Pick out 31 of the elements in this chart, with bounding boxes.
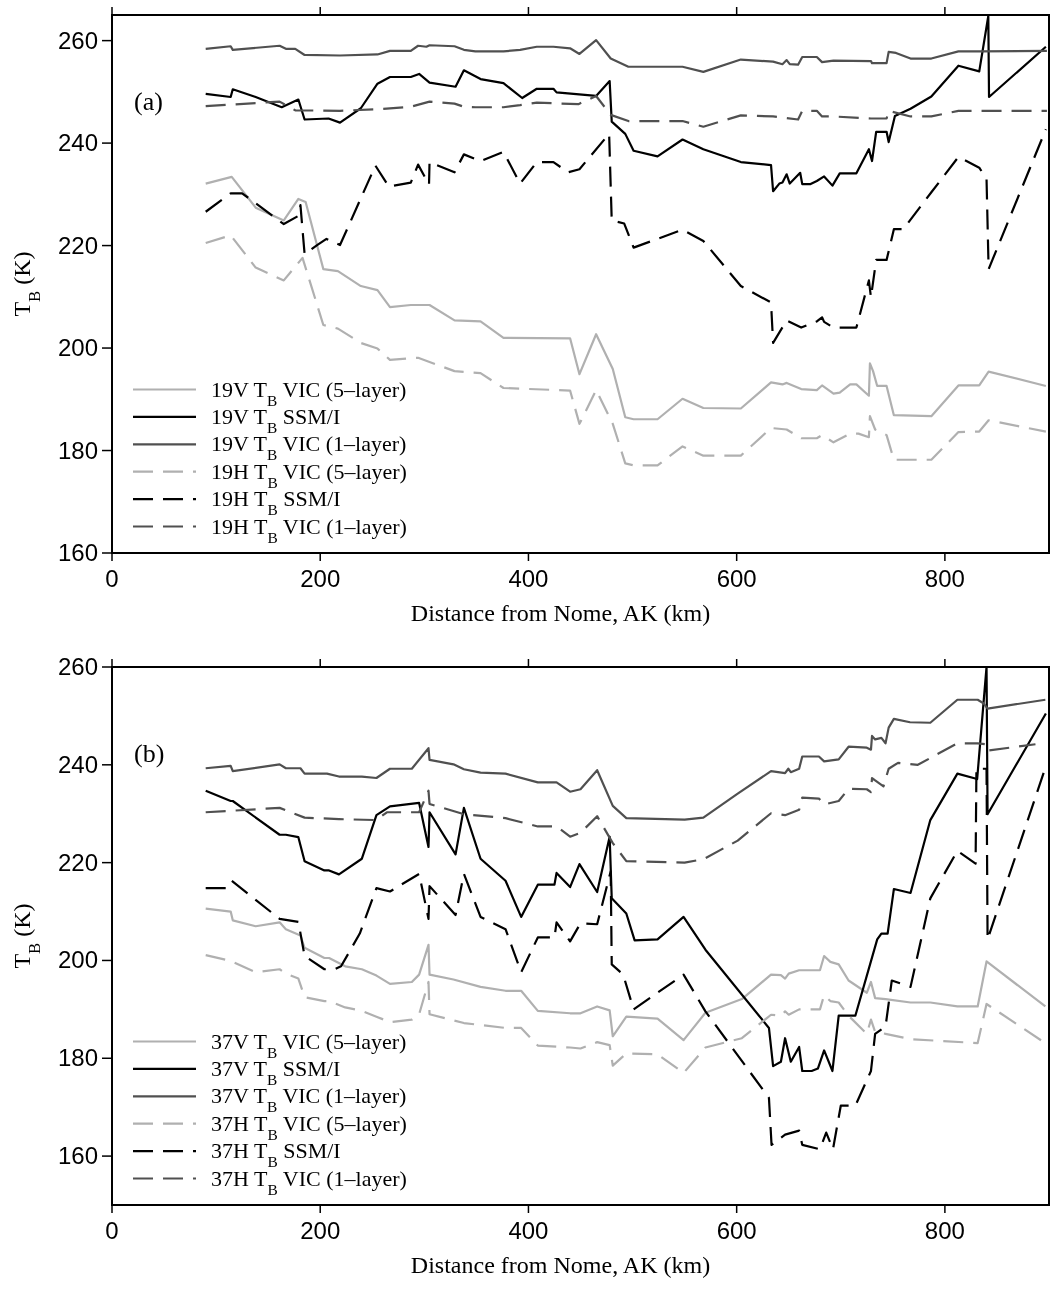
- line-series: [204, 698, 1047, 821]
- x-tick-label: 0: [105, 1217, 119, 1244]
- x-tick-label: 800: [924, 565, 965, 592]
- line-series: [204, 128, 1047, 345]
- y-tick-label: 260: [57, 26, 98, 54]
- x-tick-label: 400: [508, 1217, 549, 1244]
- y-tick-label: 200: [57, 946, 98, 974]
- y-tick-label: 160: [57, 1142, 98, 1170]
- y-tick-label: 220: [57, 848, 98, 876]
- annotation: (a): [134, 87, 163, 116]
- x-tick-label: 600: [716, 1217, 757, 1244]
- y-tick-label: 240: [57, 750, 98, 778]
- y-tick-label: 240: [57, 129, 98, 157]
- line-series: [204, 742, 1037, 864]
- x-tick-label: 0: [105, 565, 119, 592]
- x-tick-label: 200: [300, 1217, 341, 1244]
- x-tick-label: 800: [924, 1217, 965, 1244]
- x-axis-title: Distance from Nome, AK (km): [410, 1252, 711, 1278]
- annotation: (b): [134, 739, 165, 768]
- x-axis-title: Distance from Nome, AK (km): [410, 600, 711, 626]
- x-tick-label: 400: [508, 565, 549, 592]
- line-series: [204, 39, 1049, 73]
- y-tick-label: 220: [57, 231, 98, 259]
- y-tick-label: 260: [57, 653, 98, 680]
- y-tick-label: 200: [57, 334, 98, 362]
- y-tick-label: 180: [57, 1044, 98, 1072]
- x-tick-label: 200: [300, 565, 341, 592]
- y-tick-label: 180: [57, 436, 98, 464]
- x-tick-label: 600: [716, 565, 757, 592]
- line-series: [204, 94, 1049, 128]
- y-tick-label: 160: [57, 539, 98, 566]
